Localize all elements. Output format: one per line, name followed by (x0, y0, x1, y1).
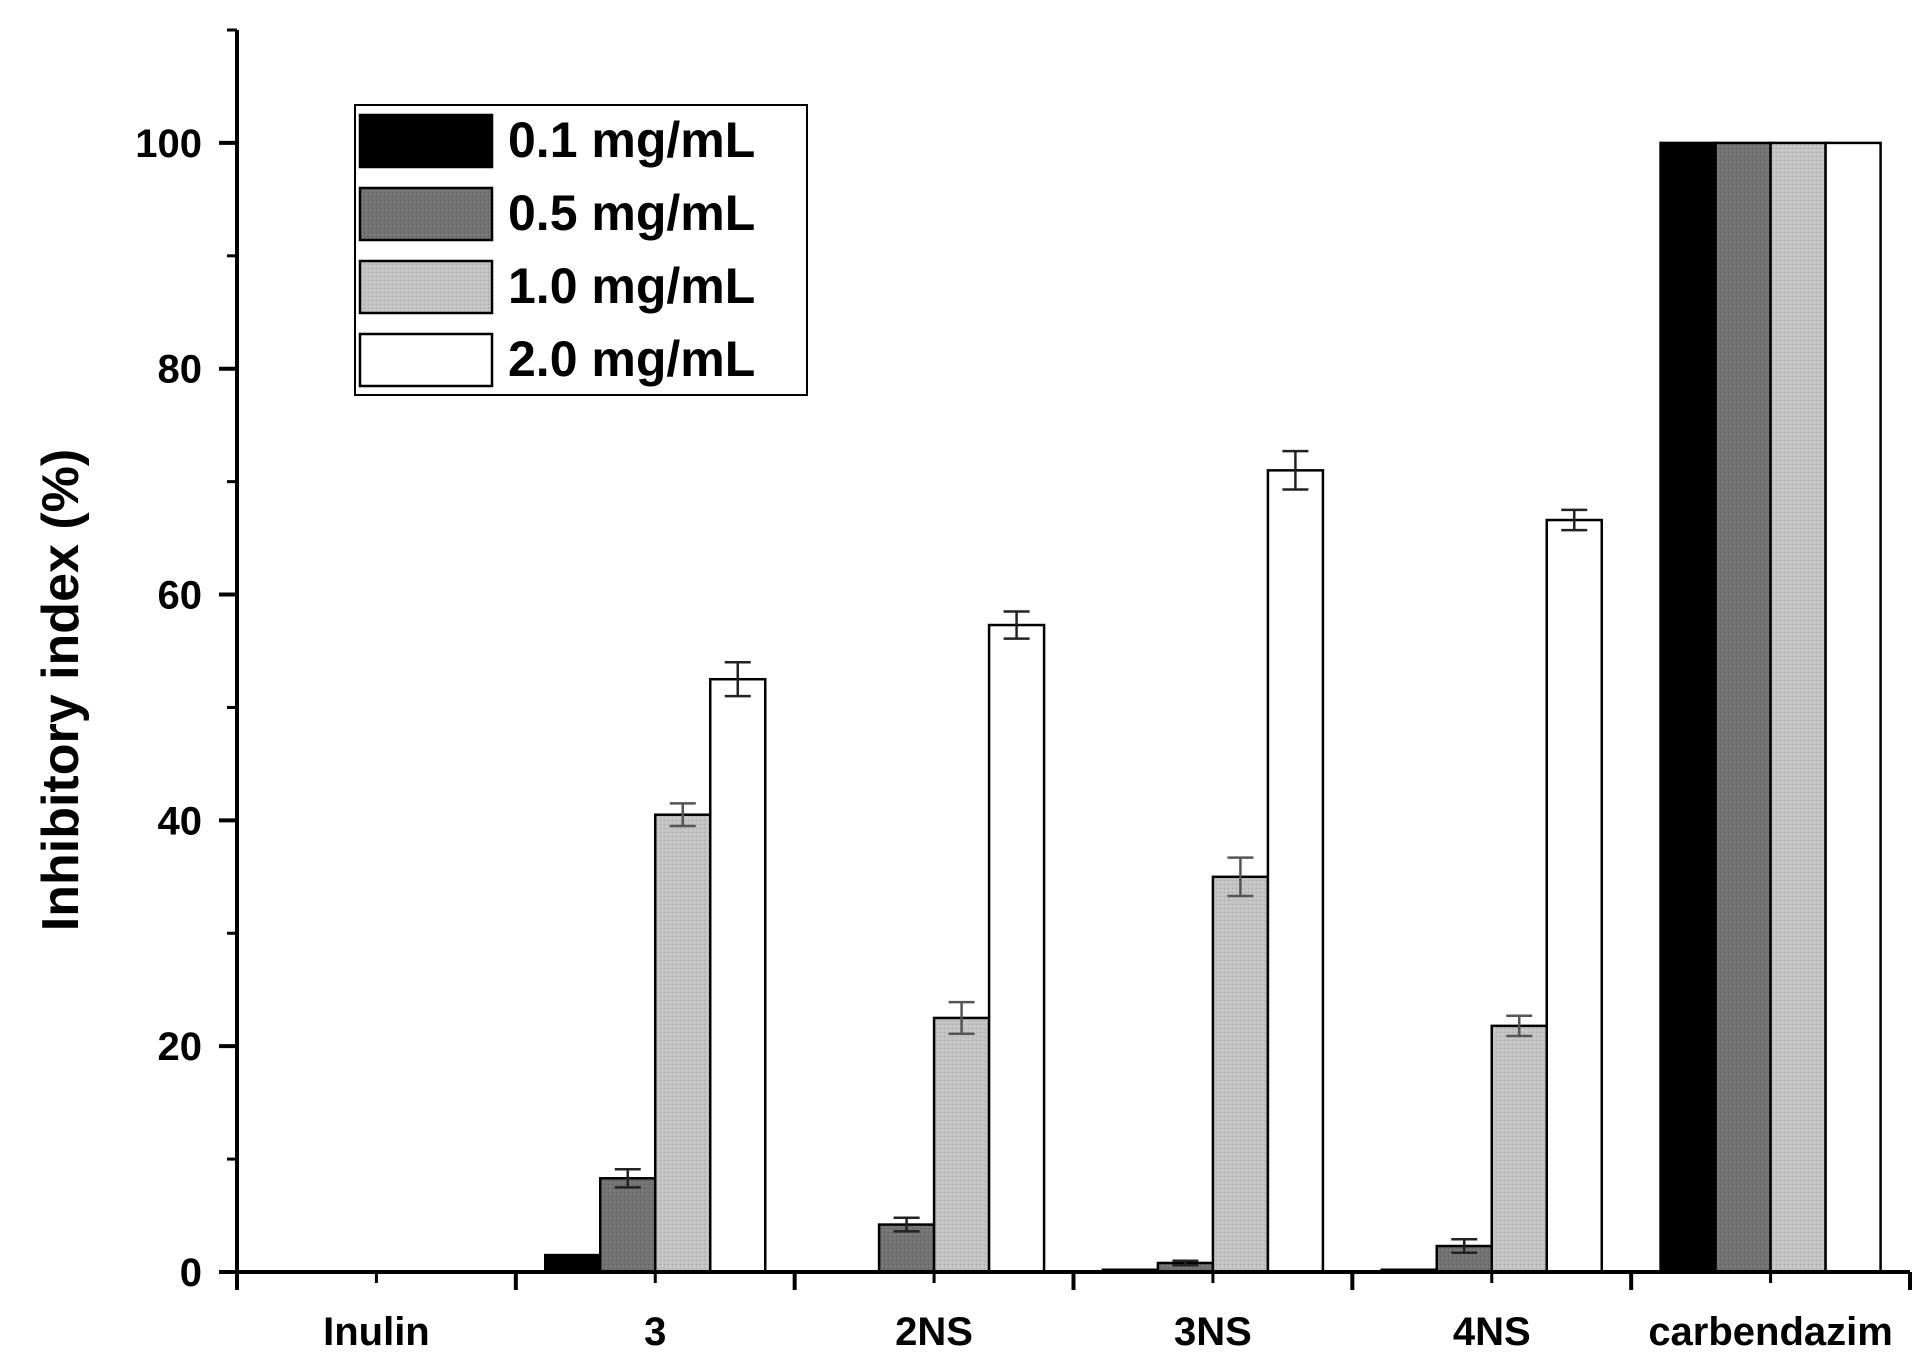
bar-carbendazim-series-2 (1769, 141, 1827, 1274)
error-bars-layer (614, 449, 1588, 1267)
y-axis-title: Inhibitory index (%) (32, 449, 90, 931)
x-tick-label-3: 3 (644, 1310, 666, 1354)
legend: 0.1 mg/mL 0.5 mg/mL 1.0 mg/mL 2.0 mg/mL (354, 104, 808, 396)
legend-swatch-0 (358, 113, 494, 169)
y-ticks: 0 20 40 60 80 100 (135, 28, 237, 1295)
x-tick-label-inulin: Inulin (323, 1310, 430, 1354)
legend-label-2: 1.0 mg/mL (508, 258, 755, 314)
legend-swatch-1 (358, 186, 494, 242)
legend-swatch-2 (358, 259, 494, 315)
bar-4ns-series-3 (1545, 518, 1603, 1274)
bar-carbendazim-series-0 (1659, 141, 1717, 1274)
x-tick-label-3ns: 3NS (1174, 1310, 1252, 1354)
legend-label-1: 0.5 mg/mL (508, 185, 755, 241)
bar-carbendazim-series-1 (1714, 141, 1772, 1274)
x-tick-label-2ns: 2NS (895, 1310, 973, 1354)
bar-3-series-1 (599, 1177, 657, 1274)
bar-3ns-series-3 (1266, 469, 1325, 1274)
bar-4ns-series-2 (1490, 1024, 1548, 1274)
bars-layer (544, 141, 1882, 1274)
x-tick-label-4ns: 4NS (1453, 1310, 1531, 1354)
bar-3-series-0 (544, 1253, 602, 1274)
bar-carbendazim-series-3 (1824, 141, 1882, 1274)
y-tick-label-60: 60 (158, 574, 203, 618)
x-tick-label-carbendazim: carbendazim (1648, 1310, 1893, 1354)
bar-3-series-3 (709, 677, 767, 1274)
y-tick-label-20: 20 (158, 1025, 203, 1069)
bar-2ns-series-3 (987, 623, 1046, 1274)
legend-label-0: 0.1 mg/mL (508, 112, 755, 168)
bar-3ns-series-2 (1211, 875, 1270, 1274)
x-ticks: Inulin 3 2NS 3NS 4NS carbendazim (235, 1272, 1912, 1354)
y-tick-label-0: 0 (180, 1251, 202, 1295)
y-tick-label-40: 40 (158, 799, 203, 843)
legend-label-3: 2.0 mg/mL (508, 331, 755, 387)
bar-3-series-2 (654, 813, 712, 1274)
bar-2ns-series-2 (932, 1016, 991, 1274)
y-tick-label-100: 100 (135, 122, 202, 166)
legend-swatch-3 (358, 332, 494, 388)
y-tick-label-80: 80 (158, 348, 203, 392)
